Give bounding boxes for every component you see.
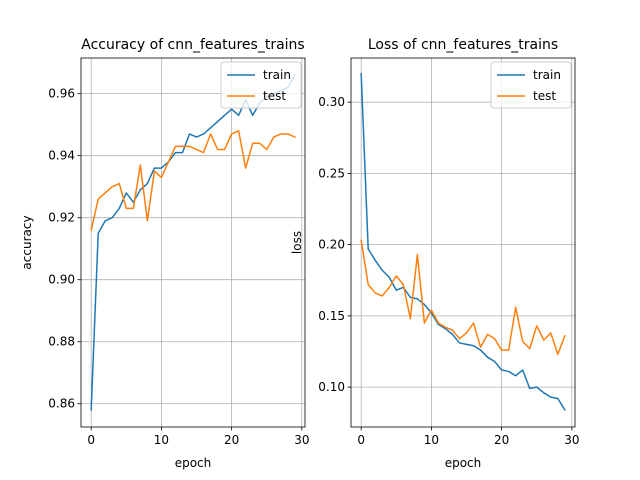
y-tick-label: 0.86 [48, 397, 75, 411]
y-axis-label: accuracy [20, 215, 34, 269]
y-tick-label: 0.88 [48, 335, 75, 349]
y-tick-label: 0.96 [48, 87, 75, 101]
y-tick-label: 0.94 [48, 149, 75, 163]
axes-frame [80, 57, 306, 428]
legend: train test [490, 61, 572, 109]
x-axis-label: epoch [445, 456, 482, 470]
y-tick-label: 0.92 [48, 211, 75, 225]
legend-label-train: train [533, 68, 561, 82]
series-line-train [360, 72, 566, 411]
series-line-train [90, 74, 296, 411]
x-tick-label: 0 [357, 433, 365, 447]
x-tick-label: 10 [424, 433, 439, 447]
chart-loss: 0 10 20 30 0.10 0.15 0.20 0.25 0.30 Loss of cnn_f… [290, 37, 579, 470]
x-tick-label: 10 [154, 433, 169, 447]
x-tick-label: 30 [564, 433, 579, 447]
y-tick-label: 0.90 [48, 273, 75, 287]
chart-accuracy: 0 10 20 30 0.86 0.88 0.90 0.92 0.94 0.96 Accuracy … [20, 37, 309, 470]
y-tick-label: 0.30 [318, 95, 345, 109]
y-tick-label: 0.10 [318, 380, 345, 394]
legend: train test [220, 61, 302, 109]
legend-label-test: test [263, 89, 286, 103]
series-line-test [360, 239, 566, 356]
y-tick-label: 0.15 [318, 309, 345, 323]
y-axis-label: loss [290, 231, 304, 254]
chart-title: Accuracy of cnn_features_trains [81, 37, 304, 53]
x-tick-label: 20 [494, 433, 509, 447]
x-axis-label: epoch [175, 456, 212, 470]
y-tick-label: 0.20 [318, 238, 345, 252]
axes-frame [350, 57, 576, 428]
chart-title: Loss of cnn_features_trains [368, 37, 558, 53]
x-tick-label: 0 [87, 433, 95, 447]
legend-label-test: test [533, 89, 556, 103]
x-tick-label: 30 [294, 433, 309, 447]
legend-label-train: train [263, 68, 291, 82]
x-tick-label: 20 [224, 433, 239, 447]
series-line-test [90, 130, 296, 231]
y-tick-label: 0.25 [318, 166, 345, 180]
